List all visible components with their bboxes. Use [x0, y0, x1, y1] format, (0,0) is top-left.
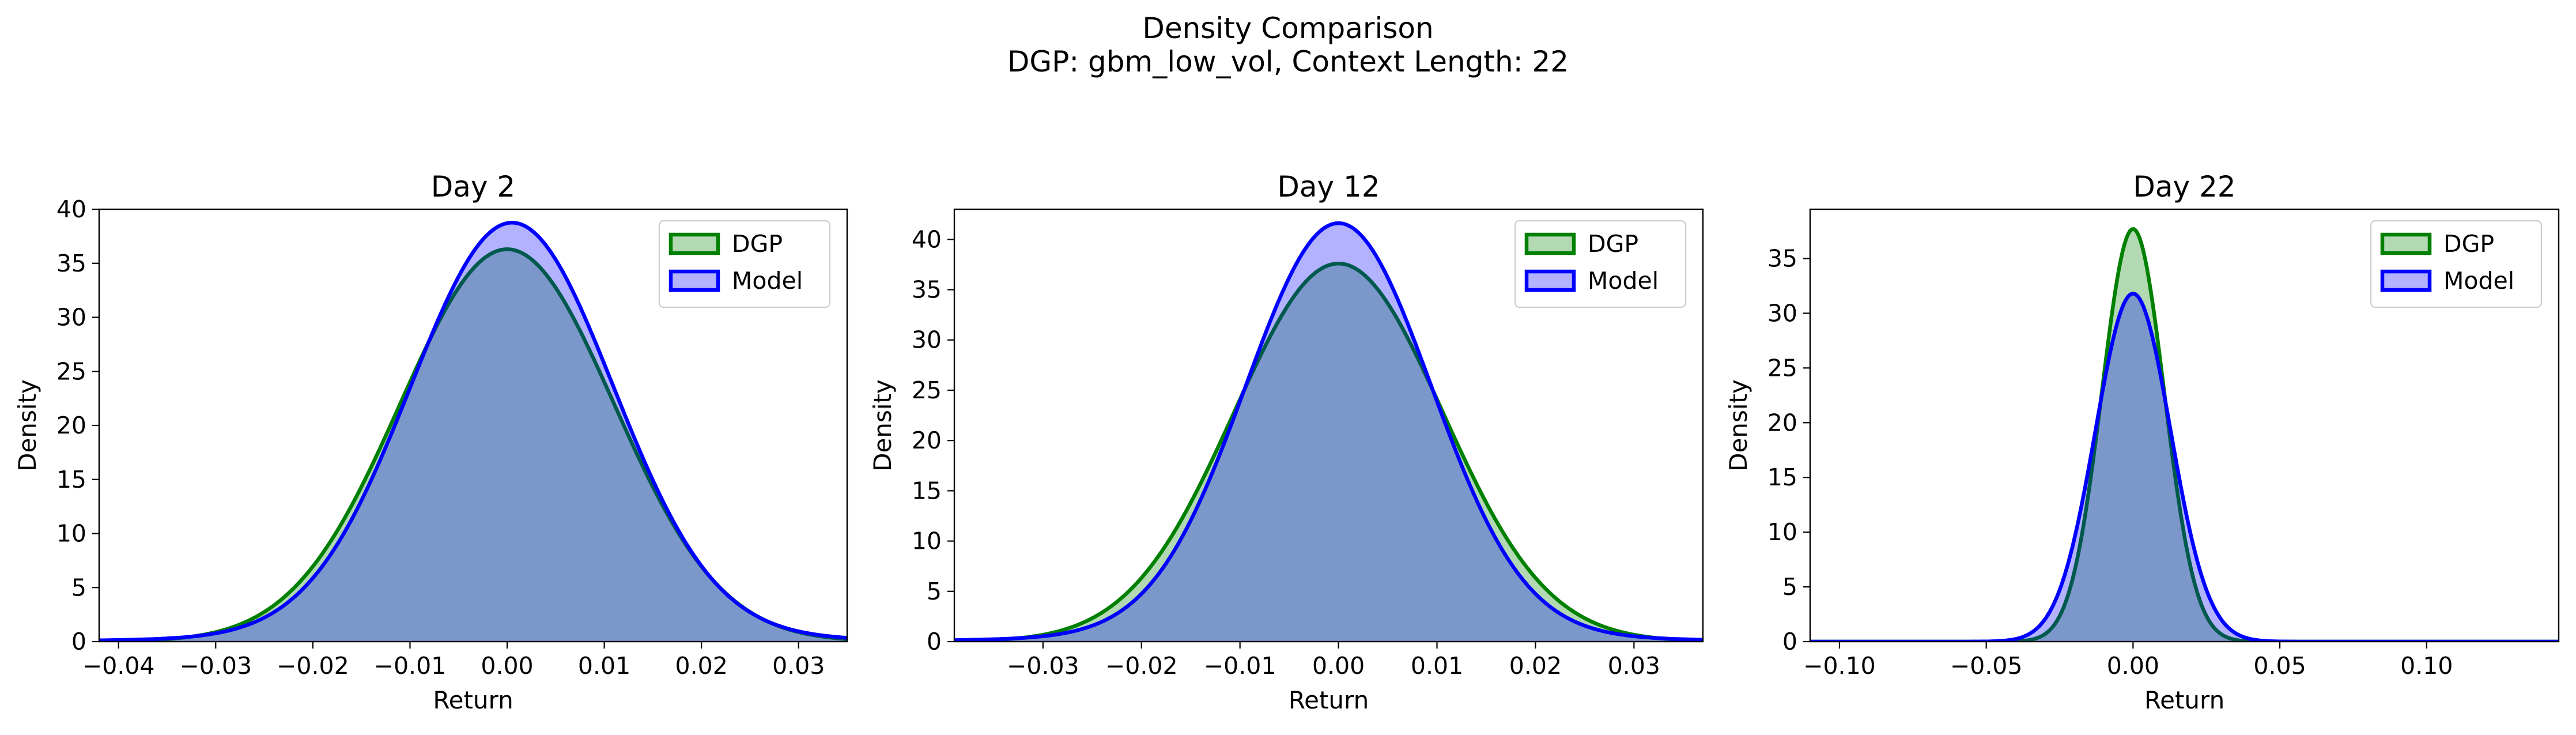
x-tick-label: −0.03: [1007, 652, 1079, 680]
model-density-area: [99, 223, 847, 642]
legend-label-dgp: DGP: [1588, 230, 1638, 258]
legend-label-model: Model: [1588, 267, 1659, 295]
y-tick-label: 15: [56, 466, 86, 493]
x-tick-label: 0.00: [2107, 652, 2159, 680]
x-tick-label: 0.00: [481, 652, 533, 680]
legend-box: [2370, 220, 2543, 308]
x-tick-label: −0.04: [82, 652, 155, 680]
panels: Day 2 −0.04 −0.03 −0.02 −0.01 0.00 0.01 0.02 0.0…: [13, 170, 2560, 714]
dgp-density-area: [99, 249, 847, 642]
x-tick-label: 0.02: [1509, 652, 1562, 680]
x-tick-label: −0.03: [179, 652, 252, 680]
model-density-line: [954, 221, 1703, 642]
legend-swatch-dgp: [1524, 232, 1576, 255]
y-axis-label: Density: [1724, 379, 1752, 472]
plot-area: [99, 221, 847, 642]
y-tick-label: 35: [912, 276, 942, 304]
y-tick-label: 20: [912, 427, 942, 454]
y-tick-label: 35: [1767, 244, 1797, 272]
y-tick-label: 35: [56, 250, 86, 277]
y-axis-label: Density: [868, 379, 897, 472]
x-tick-label: 0.02: [675, 652, 727, 680]
axes-frame: [1809, 208, 2560, 643]
x-axis-label: Return: [2144, 686, 2224, 714]
figure-title-line1: Density Comparison: [1142, 12, 1433, 45]
y-tick-label: 15: [1767, 463, 1797, 491]
legend-label-dgp: DGP: [2443, 230, 2494, 258]
legend-box: [1514, 220, 1687, 308]
dgp-density-line: [1810, 227, 2559, 642]
x-tick-label: −0.01: [1204, 652, 1276, 680]
y-tick-label: 10: [56, 520, 86, 548]
legend-swatch-dgp: [668, 232, 720, 255]
y-tick-label: 0: [71, 628, 86, 655]
y-tick-label: 5: [71, 574, 86, 601]
plot-area: [954, 221, 1703, 642]
y-tick-label: 0: [1782, 628, 1797, 655]
y-tick-label: 0: [927, 628, 942, 655]
x-tick-label: 0.10: [2400, 652, 2453, 680]
y-tick-label: 10: [1767, 518, 1797, 546]
model-density-line: [99, 221, 847, 642]
legend-swatch-model: [1524, 269, 1576, 292]
panel-title: Day 12: [1277, 170, 1380, 203]
y-tick-label: 30: [912, 326, 942, 354]
x-tick-label: 0.01: [578, 652, 630, 680]
legend: DGP Model: [1514, 220, 1687, 308]
x-tick-label: −0.02: [277, 652, 349, 680]
y-tick-label: 5: [1782, 573, 1797, 601]
legend-label-model: Model: [2443, 267, 2514, 295]
x-tick-label: −0.10: [1803, 652, 1876, 680]
x-tick-label: 0.03: [772, 652, 825, 680]
legend-label-model: Model: [732, 267, 803, 295]
dgp-density-line: [954, 261, 1703, 642]
model-density-area: [954, 223, 1703, 642]
y-tick-label: 5: [927, 578, 942, 605]
dgp-density-area: [954, 263, 1703, 642]
y-tick-label: 25: [56, 357, 86, 385]
panel-title: Day 22: [2133, 170, 2235, 203]
x-tick-label: 0.03: [1608, 652, 1660, 680]
x-axis-label: Return: [1289, 686, 1369, 714]
panel-1: Day 2 −0.04 −0.03 −0.02 −0.01 0.00 0.01 0.02 0.0…: [13, 170, 848, 714]
model-density-line: [1810, 292, 2559, 642]
figure-title-line2: DGP: gbm_low_vol, Context Length: 22: [1007, 45, 1569, 78]
y-tick-label: 20: [1767, 409, 1797, 436]
legend: DGP Model: [2370, 220, 2543, 308]
y-tick-label: 25: [912, 376, 942, 404]
y-tick-label: 40: [56, 195, 86, 223]
x-tick-label: 0.00: [1312, 652, 1365, 680]
y-tick-label: 25: [1767, 354, 1797, 382]
y-tick-label: 30: [1767, 299, 1797, 327]
y-axis-label: Density: [13, 379, 41, 472]
x-tick-label: −0.01: [374, 652, 447, 680]
panel-3: Day 22 −0.10 −0.05 0.00 0.05 0.10 0 5 10 15 20 25 30…: [1724, 170, 2560, 714]
dgp-density-area: [1810, 229, 2559, 642]
legend-box: [658, 220, 831, 308]
x-tick-label: −0.02: [1105, 652, 1178, 680]
plot-area: [1810, 227, 2559, 642]
axes-frame: [953, 208, 1704, 643]
x-tick-label: 0.05: [2253, 652, 2306, 680]
x-tick-label: 0.01: [1411, 652, 1463, 680]
legend-swatch-model: [668, 269, 720, 292]
x-tick-label: −0.05: [1950, 652, 2023, 680]
legend-swatch-model: [2380, 269, 2432, 292]
panel-title: Day 2: [431, 170, 515, 203]
model-density-area: [1810, 293, 2559, 642]
legend-swatch-dgp: [2380, 232, 2432, 255]
y-tick-label: 30: [56, 304, 86, 331]
legend: DGP Model: [658, 220, 831, 308]
legend-label-dgp: DGP: [732, 230, 783, 258]
y-tick-label: 40: [912, 225, 942, 253]
y-tick-label: 15: [912, 477, 942, 504]
x-axis-label: Return: [433, 686, 513, 714]
panel-2: Day 12 −0.03 −0.02 −0.01 0.00 0.01 0.02 0.03 0 5 1…: [868, 170, 1704, 714]
y-tick-label: 20: [56, 412, 86, 439]
y-tick-label: 10: [912, 527, 942, 555]
